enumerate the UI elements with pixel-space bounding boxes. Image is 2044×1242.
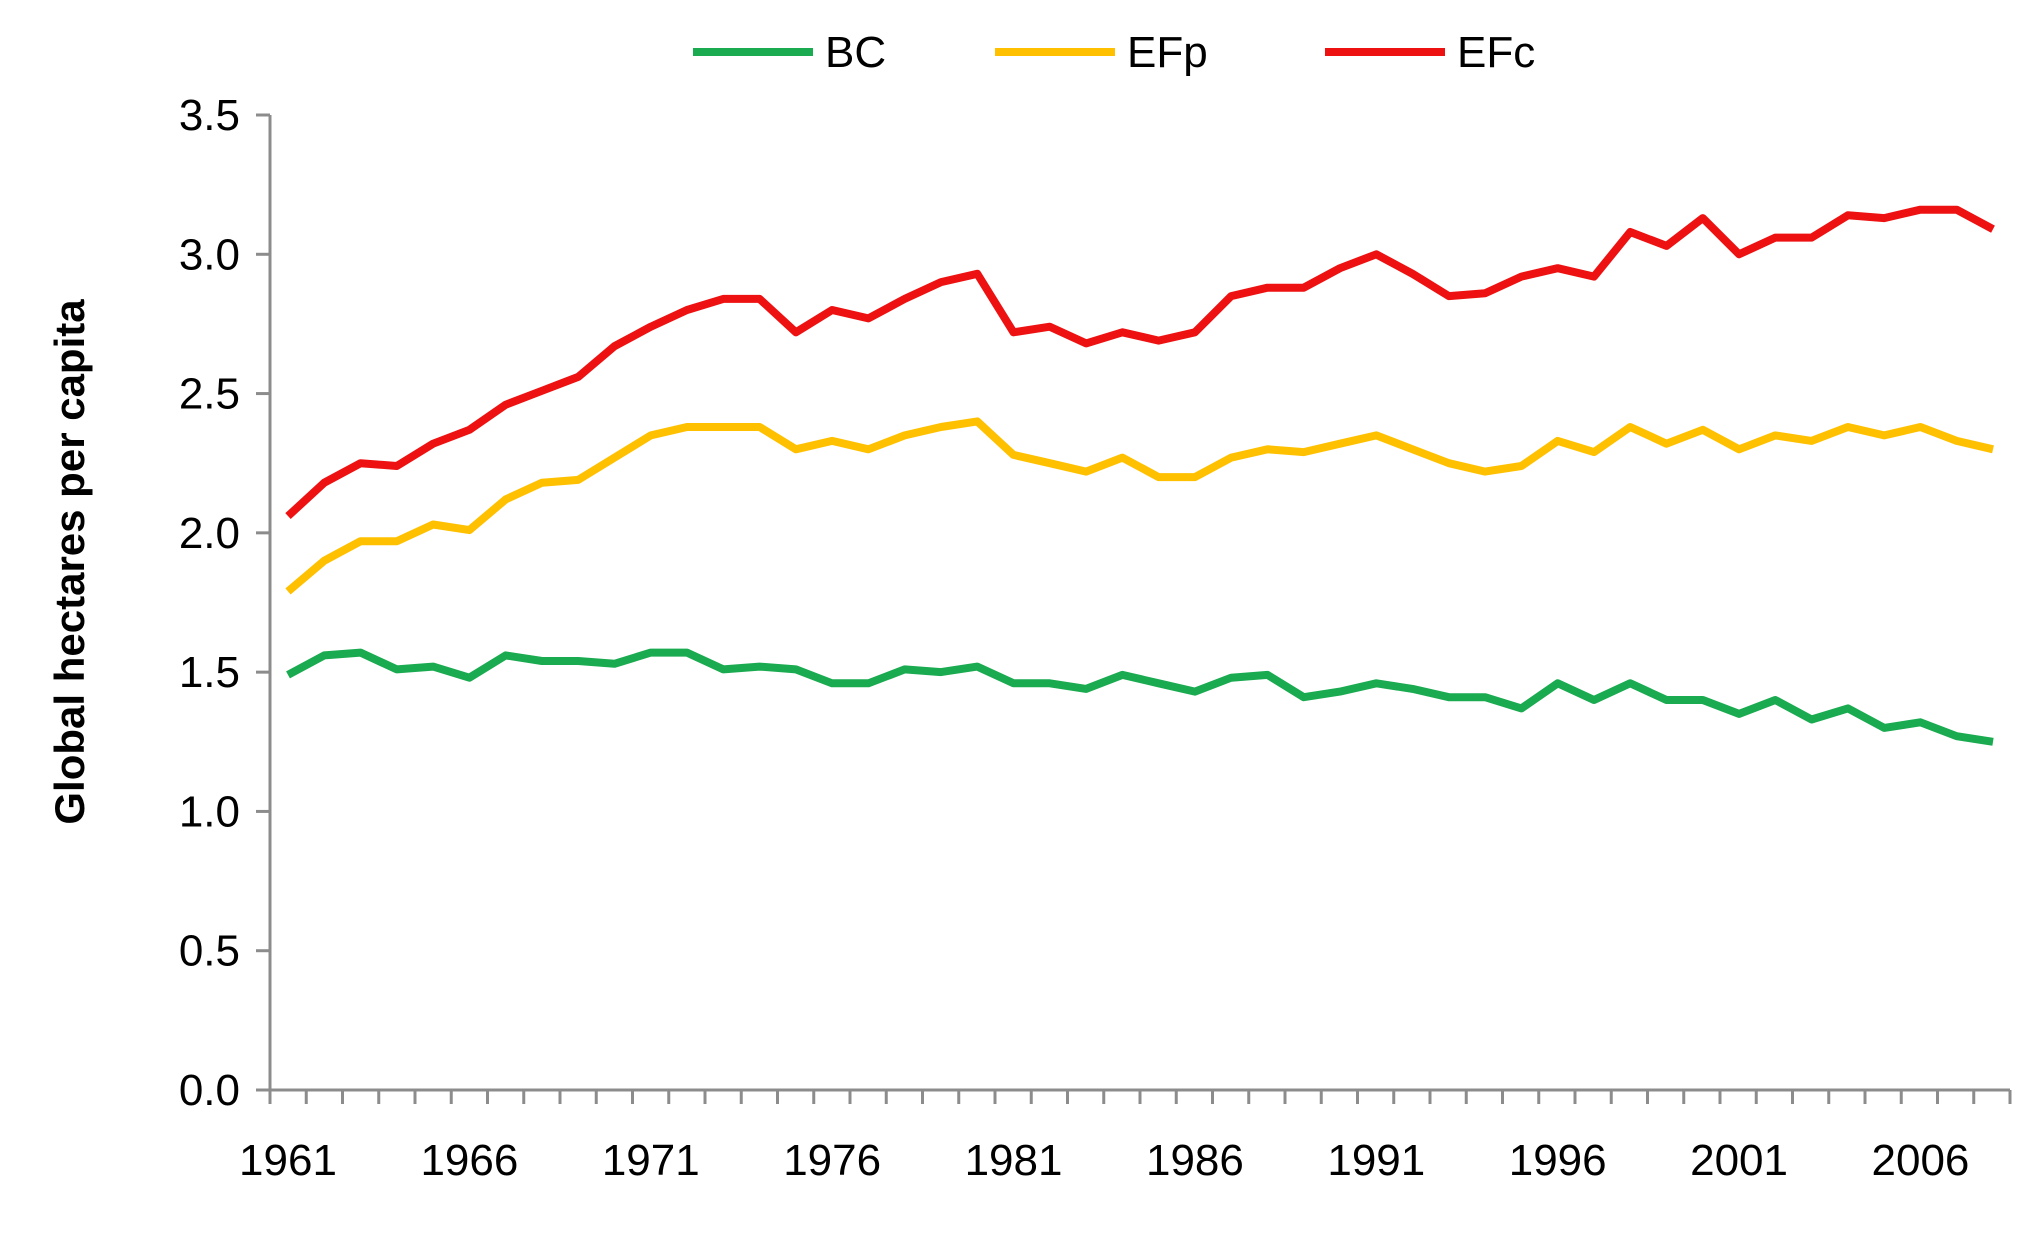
legend-item-efp: EFp	[995, 28, 1208, 77]
x-tick-label: 1976	[783, 1136, 881, 1185]
y-tick-label: 2.5	[179, 370, 240, 419]
x-tick-label: 1981	[965, 1136, 1063, 1185]
y-tick-label: 3.0	[179, 230, 240, 279]
legend-item-efc: EFc	[1325, 28, 1535, 77]
legend-item-bc: BC	[693, 28, 886, 77]
y-tick-label: 1.5	[179, 648, 240, 697]
y-tick-label: 2.0	[179, 509, 240, 558]
series-line-bc	[286, 648, 1994, 746]
y-tick-label: 3.5	[179, 91, 240, 140]
x-tick-label: 1971	[602, 1136, 700, 1185]
x-tick-label: 1961	[239, 1136, 337, 1185]
y-tick-label: 0.5	[179, 927, 240, 976]
y-tick-label: 0.0	[179, 1066, 240, 1115]
y-tick-label: 1.0	[179, 787, 240, 836]
y-axis: 0.0 0.5 1.0 1.5 2.0 2.5 3.0 3.5	[179, 91, 272, 1115]
x-tick-label: 2001	[1690, 1136, 1788, 1185]
x-tick-label: 1986	[1146, 1136, 1244, 1185]
legend-label: EFc	[1457, 28, 1535, 77]
legend-label: EFp	[1127, 28, 1208, 77]
x-tick-label: 2006	[1872, 1136, 1970, 1185]
series-line-efp	[285, 417, 1994, 595]
x-axis: 1961 1966 1971 1976 1981 1986 1991 1996 2001 2006	[239, 1088, 2012, 1185]
plot-series	[285, 205, 1995, 746]
y-axis-title: Global hectares per capita	[46, 299, 93, 825]
x-tick-label: 1996	[1509, 1136, 1607, 1185]
legend-label: BC	[825, 28, 886, 77]
x-tick-label: 1991	[1327, 1136, 1425, 1185]
x-tick-label: 1966	[420, 1136, 518, 1185]
series-line-efc	[285, 205, 1995, 520]
legend: BC EFp EFc	[693, 28, 1535, 77]
